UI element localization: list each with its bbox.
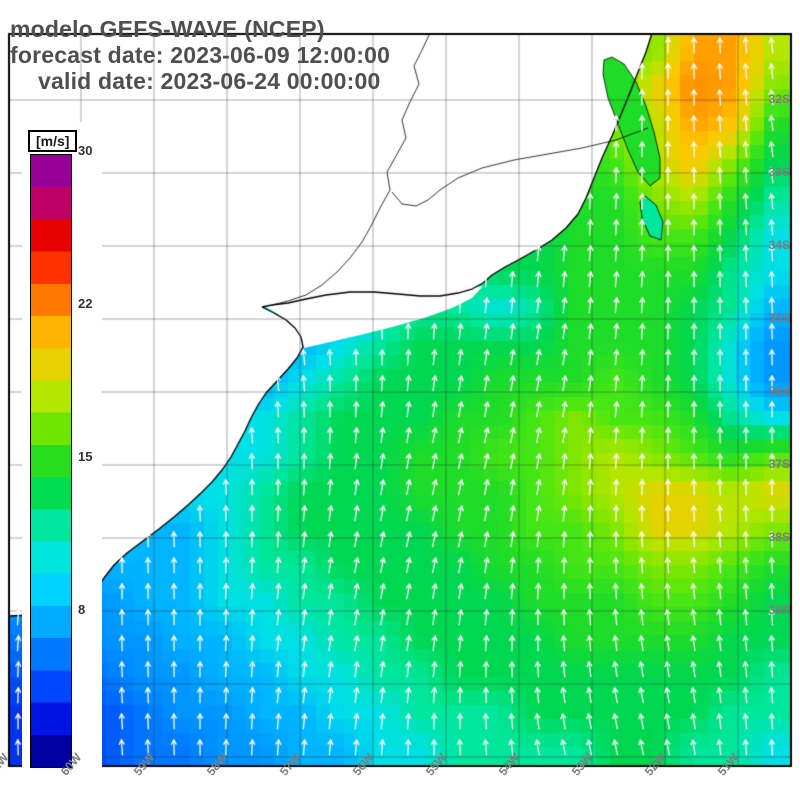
colorbar-tick: 8 (78, 602, 86, 617)
forecast-date: forecast date: 2023-06-09 12:00:00 (10, 42, 391, 68)
lat-label: 35S (768, 311, 790, 325)
lat-label: 33S (768, 165, 790, 179)
lat-label: 37S (768, 457, 790, 471)
lat-label: 38S (768, 530, 790, 544)
lat-label: 36S (768, 384, 790, 398)
lat-label: 39S (768, 603, 790, 617)
colorbar-unit-label: [m/s] (28, 130, 78, 152)
colorbar-gradient (30, 154, 72, 768)
colorbar-tick: 30 (78, 143, 93, 158)
lat-label: 34S (768, 238, 790, 252)
colorbar-tick: 22 (78, 296, 93, 311)
colorbar-tick: 15 (78, 449, 93, 464)
lat-label: 32S (768, 92, 790, 106)
valid-date: valid date: 2023-06-24 00:00:00 (38, 68, 381, 94)
model-title: modelo GEFS-WAVE (NCEP) (10, 16, 325, 42)
